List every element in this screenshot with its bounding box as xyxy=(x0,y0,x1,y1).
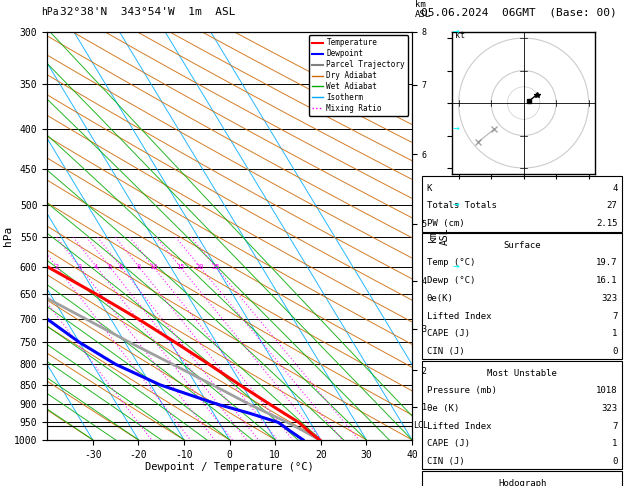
Text: 05.06.2024  06GMT  (Base: 00): 05.06.2024 06GMT (Base: 00) xyxy=(421,7,617,17)
Legend: Temperature, Dewpoint, Parcel Trajectory, Dry Adiabat, Wet Adiabat, Isotherm, Mi: Temperature, Dewpoint, Parcel Trajectory… xyxy=(309,35,408,116)
Text: θe (K): θe (K) xyxy=(426,404,459,413)
Text: CIN (J): CIN (J) xyxy=(426,347,464,356)
Text: PW (cm): PW (cm) xyxy=(426,219,464,228)
Text: θe(K): θe(K) xyxy=(426,294,454,303)
Text: CAPE (J): CAPE (J) xyxy=(426,439,470,448)
Text: LCL: LCL xyxy=(413,421,428,431)
Text: Totals Totals: Totals Totals xyxy=(426,202,496,210)
Text: K: K xyxy=(426,184,432,193)
Text: 2.15: 2.15 xyxy=(596,219,618,228)
Text: Most Unstable: Most Unstable xyxy=(487,368,557,378)
Text: Surface: Surface xyxy=(503,241,541,250)
Text: 10: 10 xyxy=(149,263,157,270)
Text: 7: 7 xyxy=(612,312,618,321)
Text: 323: 323 xyxy=(601,294,618,303)
Text: 32°38'N  343°54'W  1m  ASL: 32°38'N 343°54'W 1m ASL xyxy=(60,7,235,17)
Text: Temp (°C): Temp (°C) xyxy=(426,259,475,267)
Text: 1018: 1018 xyxy=(596,386,618,395)
Text: Lifted Index: Lifted Index xyxy=(426,421,491,431)
Text: 5: 5 xyxy=(108,263,112,270)
Text: km
ASL: km ASL xyxy=(415,0,431,19)
Text: →: → xyxy=(453,27,460,36)
Text: 1: 1 xyxy=(612,329,618,338)
Text: Lifted Index: Lifted Index xyxy=(426,312,491,321)
Text: 15: 15 xyxy=(175,263,184,270)
Text: 7: 7 xyxy=(612,421,618,431)
Text: 19.7: 19.7 xyxy=(596,259,618,267)
X-axis label: Dewpoint / Temperature (°C): Dewpoint / Temperature (°C) xyxy=(145,462,314,472)
Text: 0: 0 xyxy=(612,457,618,466)
Text: →: → xyxy=(453,261,460,272)
Text: Pressure (mb): Pressure (mb) xyxy=(426,386,496,395)
Text: Dewp (°C): Dewp (°C) xyxy=(426,276,475,285)
Text: 3: 3 xyxy=(77,263,82,270)
Text: →: → xyxy=(453,200,460,210)
Text: 16.1: 16.1 xyxy=(596,276,618,285)
Text: hPa: hPa xyxy=(41,7,58,17)
Text: 25: 25 xyxy=(211,263,220,270)
Text: 6: 6 xyxy=(119,263,123,270)
Text: 20: 20 xyxy=(196,263,204,270)
Text: 8: 8 xyxy=(136,263,141,270)
Text: 0: 0 xyxy=(612,347,618,356)
Y-axis label: hPa: hPa xyxy=(3,226,13,246)
Text: 323: 323 xyxy=(601,404,618,413)
Text: 2: 2 xyxy=(55,263,58,270)
Text: CIN (J): CIN (J) xyxy=(426,457,464,466)
Text: Hodograph: Hodograph xyxy=(498,479,546,486)
Text: 4: 4 xyxy=(94,263,98,270)
Y-axis label: km
ASL: km ASL xyxy=(428,227,450,244)
Text: →: → xyxy=(453,124,460,134)
Text: 1: 1 xyxy=(612,439,618,448)
Text: 4: 4 xyxy=(612,184,618,193)
Text: CAPE (J): CAPE (J) xyxy=(426,329,470,338)
Text: kt: kt xyxy=(455,31,465,40)
Text: 27: 27 xyxy=(607,202,618,210)
